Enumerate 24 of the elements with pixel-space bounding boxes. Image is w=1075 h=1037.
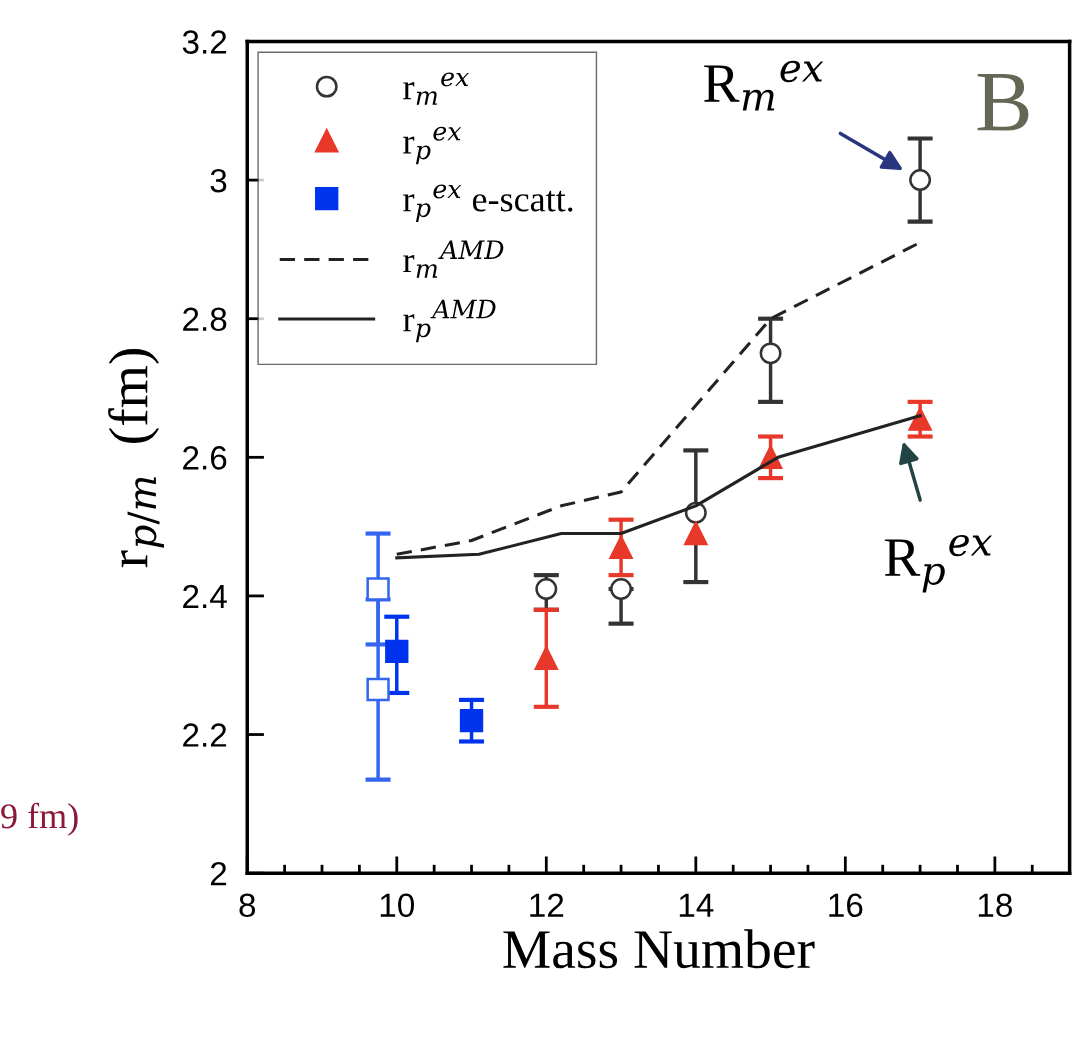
x-tick-label: 8 [239, 893, 256, 918]
y-tick-label: 3 [210, 168, 227, 193]
x-tick-label: 16 [829, 893, 863, 918]
x-tick-label: 14 [679, 893, 714, 917]
x-tick-label: 18 [978, 893, 1012, 918]
annotation: R$_{p}$$^{ex}$ [884, 534, 993, 593]
legend-label: r$_{m}$$^{ex}$ [403, 72, 469, 105]
x-axis-title: Mass Number [503, 929, 815, 969]
legend-label: r$_{p}$$^{ex}$ e-scatt. [403, 184, 573, 223]
annotation: R$_{m}$$^{ex}$ [704, 60, 824, 111]
legend-label: r$_{p}$$^{AMD}$ [403, 299, 496, 343]
text: 9 fm) [1, 802, 78, 836]
y-tick-label: 2.2 [183, 723, 227, 747]
legend-label: r$_{m}$$^{AMD}$ [403, 240, 504, 278]
y-tick-label: 3.2 [182, 30, 227, 54]
y-tick-label: 2 [210, 861, 227, 886]
y-axis-title: r$_{p/m}$ (fm) [108, 349, 164, 568]
y-tick-label: 2.4 [183, 584, 227, 609]
y-tick-label: 2.6 [183, 446, 227, 470]
x-tick-label: 12 [530, 893, 564, 917]
legend-label: r$_{p}$$^{ex}$ [403, 126, 462, 165]
x-tick-label: 10 [380, 893, 415, 918]
y-tick-label: 2.8 [183, 307, 227, 332]
annotation: B [977, 73, 1029, 131]
